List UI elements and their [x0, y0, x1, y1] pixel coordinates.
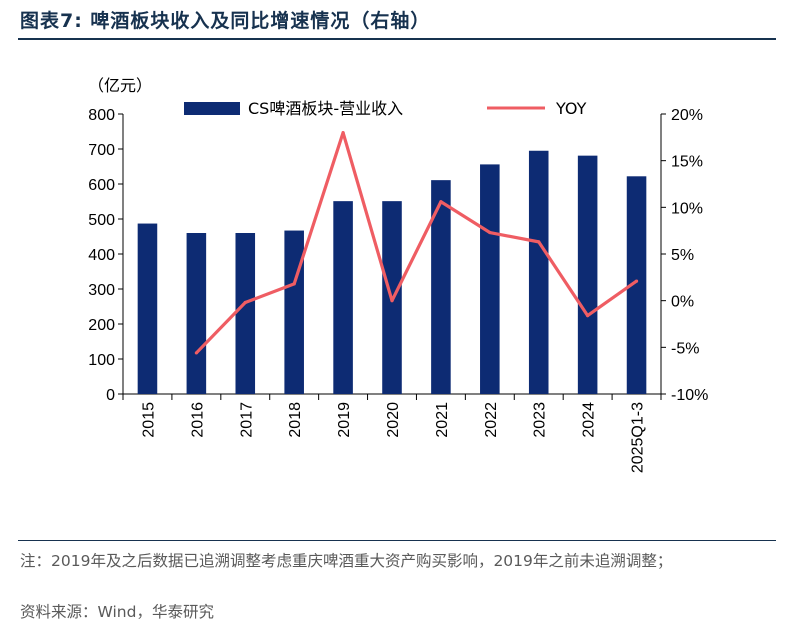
legend-bar-swatch — [184, 102, 240, 115]
right-tick-label: 20% — [671, 107, 703, 124]
revenue-bar — [235, 233, 256, 394]
x-category-label: 2015 — [140, 402, 157, 438]
yoy-point — [292, 282, 296, 286]
x-category-label: 2017 — [238, 402, 255, 438]
left-tick-label: 0 — [106, 387, 115, 404]
x-category-label: 2025Q1-3 — [630, 402, 647, 473]
title-divider — [18, 38, 776, 40]
yoy-point — [586, 314, 590, 318]
right-tick-label: 5% — [671, 247, 694, 264]
line-layer — [194, 131, 639, 355]
yoy-point — [243, 300, 247, 305]
x-category-label: 2018 — [287, 402, 304, 438]
legend: CS啤酒板块-营业收入 YOY — [184, 99, 587, 118]
page-title: 图表7: 啤酒板块收入及同比增速情况（右轴） — [20, 10, 431, 32]
left-tick-label: 200 — [88, 317, 115, 334]
revenue-bar — [480, 164, 500, 394]
yoy-line — [195, 131, 638, 355]
x-category-label: 2022 — [483, 402, 500, 438]
revenue-bar — [626, 176, 647, 394]
left-tick-label: 500 — [88, 212, 115, 229]
yoy-point — [194, 351, 198, 355]
yoy-point — [341, 131, 345, 135]
chart: 0 100 200 300 400 500 600 700 800 -10% -5% 0% 5% 10% 1… — [88, 77, 708, 473]
left-tick-label: 400 — [88, 247, 115, 264]
legend-line-label: YOY — [555, 99, 587, 118]
revenue-bar — [528, 150, 549, 394]
yoy-point — [488, 230, 492, 235]
x-category-label: 2021 — [434, 402, 451, 438]
x-category-label: 2016 — [189, 402, 206, 438]
bars-layer — [137, 150, 647, 394]
left-tick-label: 100 — [88, 352, 115, 369]
yoy-point — [537, 240, 541, 244]
footer-divider — [18, 540, 776, 541]
right-tick-label: -10% — [671, 387, 708, 404]
right-tick-label: 10% — [671, 200, 703, 217]
left-tick-label: 300 — [88, 282, 115, 299]
legend-bar-label: CS啤酒板块-营业收入 — [248, 99, 403, 118]
revenue-bar — [137, 223, 158, 394]
left-tick-label: 800 — [88, 107, 115, 124]
right-tick-label: 0% — [671, 294, 694, 311]
x-category-label: 2020 — [385, 402, 402, 438]
x-category-label: 2024 — [581, 402, 598, 438]
footnote: 注：2019年及之后数据已追溯调整考虑重庆啤酒重大资产购买影响，2019年之前未… — [20, 552, 673, 570]
revenue-bar — [577, 155, 598, 394]
x-category-label: 2019 — [336, 402, 353, 438]
right-tick-label: -5% — [671, 340, 699, 357]
yoy-point — [634, 279, 639, 283]
revenue-bar — [431, 180, 451, 394]
revenue-bar — [333, 201, 353, 394]
left-tick-label: 700 — [88, 142, 115, 159]
ticks-layer: 0 100 200 300 400 500 600 700 800 -10% -5% 0% 5% 10% 1… — [88, 107, 708, 473]
source-note: 资料来源：Wind，华泰研究 — [20, 603, 214, 621]
yoy-point — [390, 299, 394, 303]
left-tick-label: 600 — [88, 177, 115, 194]
revenue-bar — [186, 233, 207, 394]
yoy-point — [439, 200, 443, 204]
x-category-label: 2023 — [532, 402, 549, 438]
right-tick-label: 15% — [671, 154, 703, 171]
revenue-bar — [284, 230, 304, 394]
unit-label: （亿元） — [88, 77, 152, 95]
